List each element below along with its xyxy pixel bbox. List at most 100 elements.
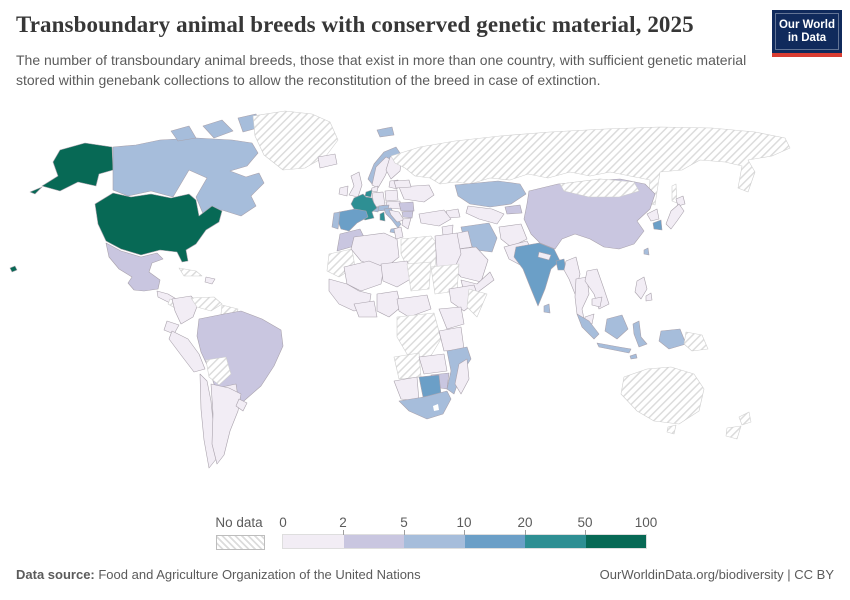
country-nigeria[interactable]: [376, 290, 402, 318]
country-japan[interactable]: [665, 195, 686, 230]
country-kazakhstan[interactable]: [454, 180, 527, 208]
chart-footer: Data source: Food and Agriculture Organi…: [16, 567, 834, 582]
country-cambodia[interactable]: [591, 296, 603, 308]
country-cuba[interactable]: [178, 267, 203, 277]
owid-logo[interactable]: Our World in Data: [772, 10, 842, 57]
country-zambia[interactable]: [418, 353, 448, 375]
country-nepal[interactable]: [537, 251, 552, 261]
country-tasmania[interactable]: [666, 424, 677, 435]
country-uganda-kenya[interactable]: [438, 306, 465, 330]
country-dr-congo[interactable]: [396, 312, 442, 360]
country-colombia[interactable]: [171, 295, 199, 325]
legend-tick-20: 20: [517, 515, 533, 530]
legend-tickmark: [464, 530, 465, 535]
country-mongolia-overlay[interactable]: [559, 178, 640, 198]
country-sri-lanka[interactable]: [543, 303, 551, 314]
legend-bin-20-50[interactable]: [525, 535, 586, 548]
country-chad[interactable]: [406, 261, 432, 292]
country-taiwan[interactable]: [643, 247, 650, 256]
country-india[interactable]: [513, 242, 561, 307]
country-ukraine[interactable]: [398, 184, 435, 203]
country-philippines[interactable]: [634, 276, 653, 302]
country-belarus[interactable]: [393, 179, 412, 189]
country-canada[interactable]: [112, 137, 265, 217]
country-uruguay[interactable]: [235, 398, 248, 412]
attribution-link[interactable]: OurWorldinData.org/biodiversity | CC BY: [599, 567, 834, 582]
country-vietnam-laos[interactable]: [584, 268, 610, 310]
country-argentina[interactable]: [210, 383, 242, 465]
country-north-korea[interactable]: [646, 208, 660, 222]
country-sweden[interactable]: [371, 156, 393, 189]
no-data-swatch[interactable]: [216, 535, 265, 550]
country-russia[interactable]: [390, 126, 791, 206]
country-uzbekistan-turkmenistan[interactable]: [465, 205, 505, 225]
country-romania[interactable]: [398, 201, 415, 212]
country-bolivia[interactable]: [205, 356, 232, 386]
country-egypt[interactable]: [434, 232, 462, 268]
no-data-label: No data: [215, 515, 263, 530]
country-ghana-ivory-coast[interactable]: [353, 300, 378, 318]
country-niger[interactable]: [380, 260, 415, 288]
country-indonesia[interactable]: [576, 313, 687, 360]
country-united-kingdom[interactable]: [348, 171, 363, 198]
country-new-zealand[interactable]: [725, 411, 752, 440]
legend-bin-0-2[interactable]: [283, 535, 344, 548]
country-italy[interactable]: [383, 207, 402, 229]
country-poland[interactable]: [384, 189, 399, 202]
world-map[interactable]: [0, 108, 850, 518]
logo-line-1: Our World: [778, 18, 835, 31]
data-source: Data source: Food and Agriculture Organi…: [16, 567, 421, 582]
country-somalia[interactable]: [466, 288, 488, 318]
legend-tick-50: 50: [577, 515, 593, 530]
data-source-label: Data source:: [16, 567, 95, 582]
country-south-africa[interactable]: [398, 390, 452, 420]
country-netherlands[interactable]: [364, 189, 373, 198]
country-bulgaria[interactable]: [401, 210, 414, 219]
country-ireland[interactable]: [338, 185, 349, 197]
country-south-korea[interactable]: [652, 219, 663, 231]
country-united-states[interactable]: [94, 192, 223, 263]
country-kyrgyzstan-tajikistan[interactable]: [504, 204, 523, 215]
country-china[interactable]: [523, 178, 656, 250]
legend-tickmark: [343, 530, 344, 535]
country-tanzania[interactable]: [438, 326, 465, 352]
country-venezuela[interactable]: [190, 296, 223, 312]
data-source-text: Food and Agriculture Organization of the…: [94, 567, 421, 582]
country-australia[interactable]: [620, 366, 705, 425]
country-papua-new-guinea[interactable]: [683, 331, 709, 352]
country-iceland[interactable]: [317, 153, 338, 169]
country-tunisia[interactable]: [393, 226, 404, 240]
country-portugal[interactable]: [331, 211, 341, 230]
legend-bin-2-5[interactable]: [343, 535, 404, 548]
legend-tick-0: 0: [279, 515, 287, 530]
legend-bin-5-10[interactable]: [404, 535, 465, 548]
legend-bin-10-20[interactable]: [464, 535, 525, 548]
legend-colorbar[interactable]: [282, 534, 647, 549]
canada-arctic-islands[interactable]: [170, 113, 262, 142]
owid-logo-frame: Our World in Data: [775, 13, 839, 50]
legend-tick-2: 2: [339, 515, 347, 530]
country-namibia[interactable]: [393, 376, 420, 402]
country-greece[interactable]: [401, 217, 412, 230]
country-mexico[interactable]: [105, 242, 164, 292]
world-map-svg[interactable]: [0, 108, 850, 518]
country-alaska-united-states[interactable]: [41, 142, 114, 192]
country-turkey[interactable]: [418, 209, 452, 227]
country-angola[interactable]: [393, 352, 422, 380]
country-spain[interactable]: [336, 208, 369, 232]
country-lesotho[interactable]: [433, 404, 439, 411]
country-svalbard[interactable]: [376, 126, 395, 138]
legend-bin-50-100[interactable]: [585, 535, 646, 548]
country-hawaii-united-states[interactable]: [9, 265, 18, 273]
country-alaska-aleutians[interactable]: [29, 186, 43, 195]
country-corsica[interactable]: [379, 211, 386, 222]
legend-tickmark: [585, 530, 586, 535]
page-title: Transboundary animal breeds with conserv…: [16, 12, 694, 37]
country-balkans[interactable]: [388, 209, 405, 223]
legend-tickmark: [525, 530, 526, 535]
country-cameroon-car[interactable]: [396, 294, 432, 318]
country-madagascar[interactable]: [454, 358, 470, 395]
country-hispaniola[interactable]: [204, 276, 216, 285]
country-peru[interactable]: [168, 330, 206, 373]
chart-subtitle: The number of transboundary animal breed…: [16, 52, 747, 89]
